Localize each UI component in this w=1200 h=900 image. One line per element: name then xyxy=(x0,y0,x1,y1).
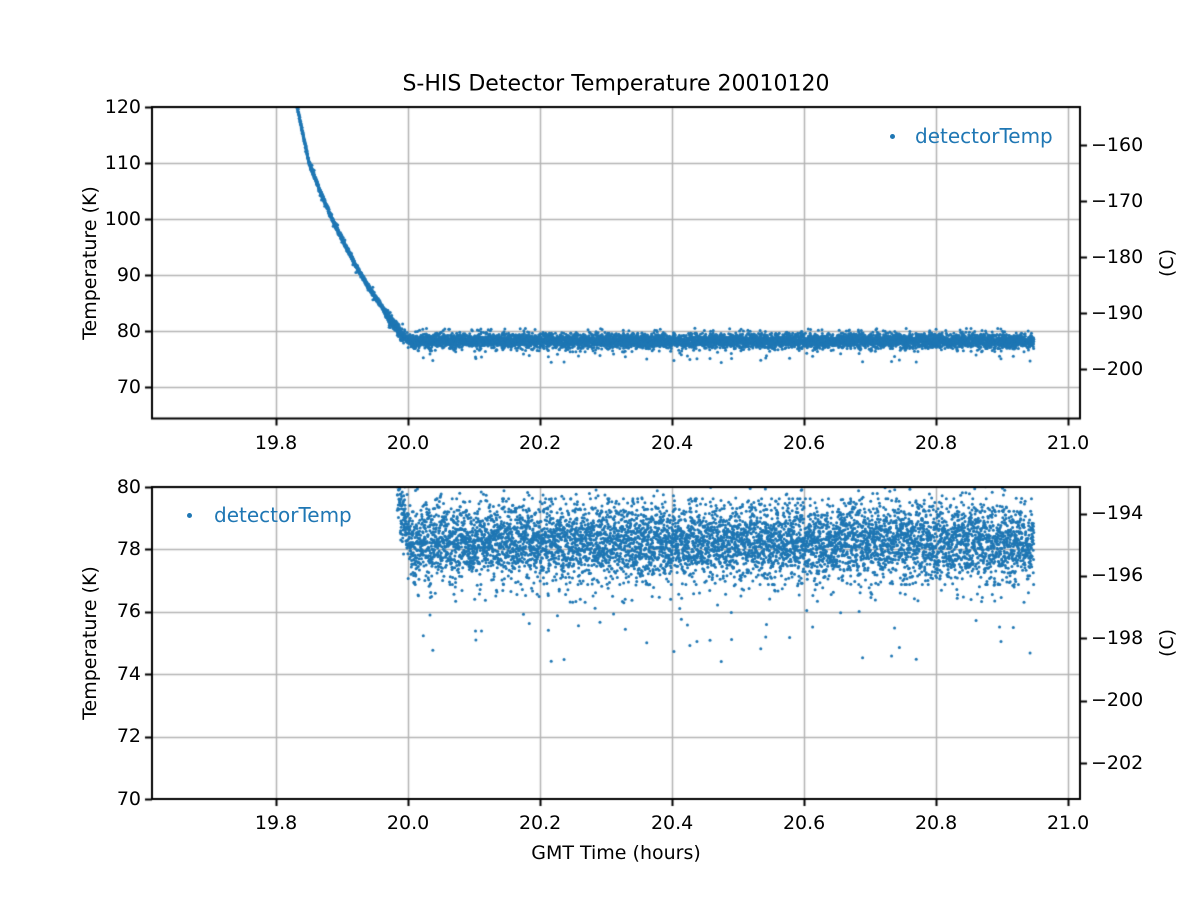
bottom-ylabel-right: (C) xyxy=(1156,628,1178,658)
y-tick-label-left: 90 xyxy=(116,263,141,286)
y-tick-label-right: −194 xyxy=(1091,502,1144,525)
x-tick-label: 20.0 xyxy=(386,812,430,834)
y-tick-label-left: 100 xyxy=(104,207,141,230)
y-tick-label-right: −200 xyxy=(1091,357,1144,380)
bottom-ylabel-left: Temperature (K) xyxy=(79,566,101,720)
x-tick-label: 20.6 xyxy=(782,812,826,834)
legend-marker-dot xyxy=(187,513,192,518)
y-tick-label-right: −190 xyxy=(1091,301,1144,324)
legend-entry-label: detectorTemp xyxy=(214,503,352,527)
x-tick-label: 21.0 xyxy=(1046,431,1090,454)
y-tick-label-right: −170 xyxy=(1091,189,1144,212)
x-tick-label: 21.0 xyxy=(1046,812,1090,834)
x-tick-label: 19.8 xyxy=(254,812,298,834)
y-tick-label-right: −160 xyxy=(1091,133,1144,156)
y-tick-label-left: 110 xyxy=(104,151,141,174)
y-tick-label-left: 76 xyxy=(116,600,141,623)
x-tick-label: 20.4 xyxy=(650,812,694,834)
y-tick-label-left: 72 xyxy=(116,725,141,748)
y-tick-label-left: 80 xyxy=(116,319,141,342)
bottom-xlabel: GMT Time (hours) xyxy=(531,842,701,864)
x-tick-label: 20.2 xyxy=(518,812,562,834)
x-tick-label: 20.0 xyxy=(386,431,430,454)
y-tick-label-left: 80 xyxy=(116,475,141,498)
y-tick-label-right: −198 xyxy=(1091,626,1144,649)
y-tick-label-left: 70 xyxy=(116,787,141,810)
y-tick-label-left: 78 xyxy=(116,537,141,560)
x-tick-label: 19.8 xyxy=(254,431,298,454)
y-tick-label-right: −200 xyxy=(1091,689,1144,712)
chart-title: S-HIS Detector Temperature 20010120 xyxy=(402,71,830,97)
y-tick-label-left: 70 xyxy=(116,375,141,398)
x-tick-label: 20.8 xyxy=(914,812,958,834)
top-ylabel-right: (C) xyxy=(1156,248,1178,278)
legend-marker-dot xyxy=(890,134,895,139)
y-tick-label-right: −202 xyxy=(1091,751,1144,774)
x-tick-label: 20.2 xyxy=(518,431,562,454)
x-tick-label: 20.6 xyxy=(782,431,826,454)
y-tick-label-left: 74 xyxy=(116,662,141,685)
x-tick-label: 20.4 xyxy=(650,431,694,454)
top-ylabel-left: Temperature (K) xyxy=(79,186,101,340)
y-tick-label-right: −196 xyxy=(1091,564,1144,587)
y-tick-label-left: 120 xyxy=(104,95,141,118)
legend-entry-label: detectorTemp xyxy=(915,124,1053,148)
x-tick-label: 20.8 xyxy=(914,431,958,454)
y-tick-label-right: −180 xyxy=(1091,245,1144,268)
